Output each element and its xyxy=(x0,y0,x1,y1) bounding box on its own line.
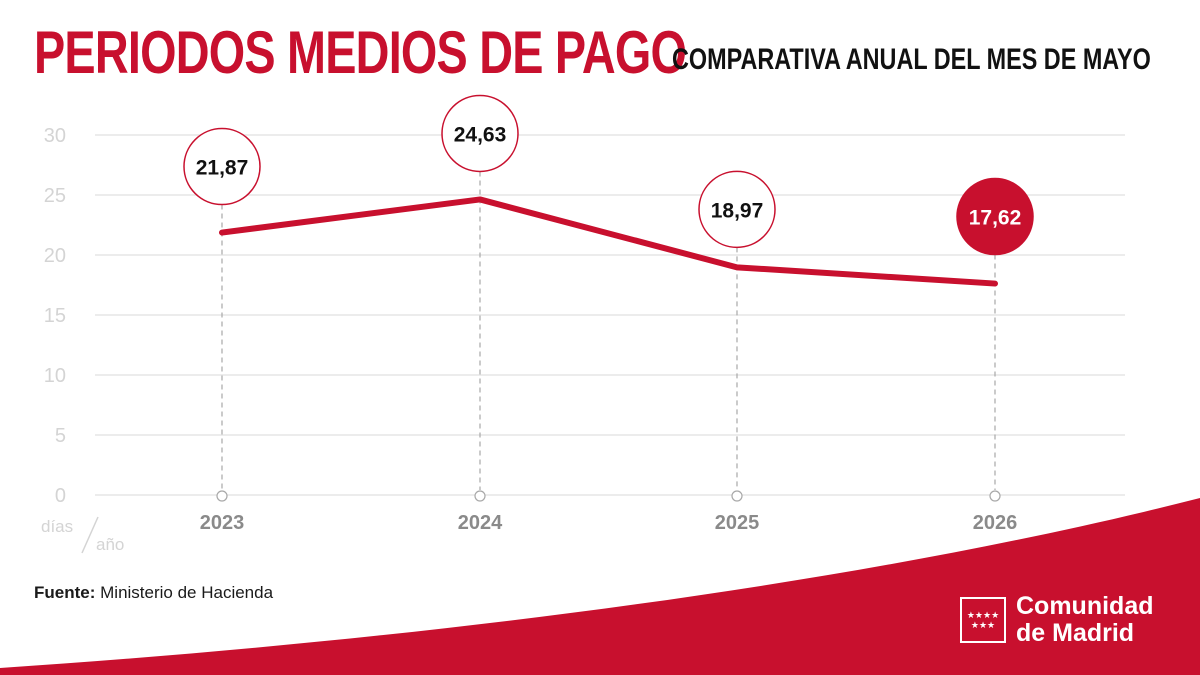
logo-line-1: Comunidad xyxy=(1016,592,1154,620)
madrid-flag-stars-icon: ★★★★ ★★★ xyxy=(960,597,1006,643)
data-label-bubbles: 21,87 24,63 18,97 17,62 xyxy=(183,94,1034,256)
x-category-label: 2025 xyxy=(715,512,760,534)
series-line xyxy=(219,196,998,287)
axis-point-marker xyxy=(216,490,228,502)
x-category-label: 2024 xyxy=(458,512,503,534)
drop-lines xyxy=(216,171,1001,502)
data-label-bubble xyxy=(956,177,1034,256)
y-tick-label: 30 xyxy=(44,125,66,147)
data-label: 18,97 xyxy=(711,199,764,222)
data-label: 21,87 xyxy=(196,157,249,180)
unit-top-label: días xyxy=(41,517,73,536)
logo-text: Comunidad de Madrid xyxy=(1016,593,1154,647)
data-label: 17,62 xyxy=(969,207,1022,230)
series-line-layer xyxy=(219,196,998,287)
gridlines xyxy=(95,134,1125,496)
comunidad-de-madrid-logo: ★★★★ ★★★ Comunidad de Madrid xyxy=(960,592,1154,648)
source-note: Fuente: Ministerio de Hacienda xyxy=(34,583,273,603)
axis-point-marker xyxy=(731,490,743,502)
logo-line-2: de Madrid xyxy=(1016,619,1135,647)
data-label-bubble xyxy=(441,94,519,173)
unit-bottom-label: año xyxy=(96,535,124,554)
flag-stars-row-1: ★★★★ xyxy=(966,610,1000,620)
y-axis-unit: días año xyxy=(41,516,124,554)
unit-slash xyxy=(81,516,99,554)
y-axis-ticks: 0 5 10 15 20 25 30 xyxy=(44,125,66,507)
y-tick-label: 20 xyxy=(44,245,66,267)
chart-title: PERIODOS MEDIOS DE PAGO xyxy=(34,19,687,86)
y-tick-label: 25 xyxy=(44,185,66,207)
chart-subtitle: COMPARATIVA ANUAL DEL MES DE MAYO xyxy=(672,43,1151,76)
axis-point-marker xyxy=(989,490,1001,502)
source-text: Ministerio de Hacienda xyxy=(100,583,274,602)
source-label: Fuente: xyxy=(34,583,96,602)
flag-stars-row-2: ★★★ xyxy=(970,620,996,630)
y-tick-label: 10 xyxy=(44,365,66,387)
data-label-bubble xyxy=(698,170,776,249)
y-tick-label: 15 xyxy=(44,305,66,327)
data-label: 24,63 xyxy=(454,123,507,146)
data-label-bubble xyxy=(183,127,261,206)
y-tick-label: 0 xyxy=(55,485,66,507)
x-category-label: 2023 xyxy=(200,512,245,534)
axis-point-marker xyxy=(474,490,486,502)
x-axis-labels: 2023 2024 2025 2026 xyxy=(200,512,1018,534)
y-tick-label: 5 xyxy=(55,425,66,447)
x-category-label: 2026 xyxy=(973,512,1018,534)
